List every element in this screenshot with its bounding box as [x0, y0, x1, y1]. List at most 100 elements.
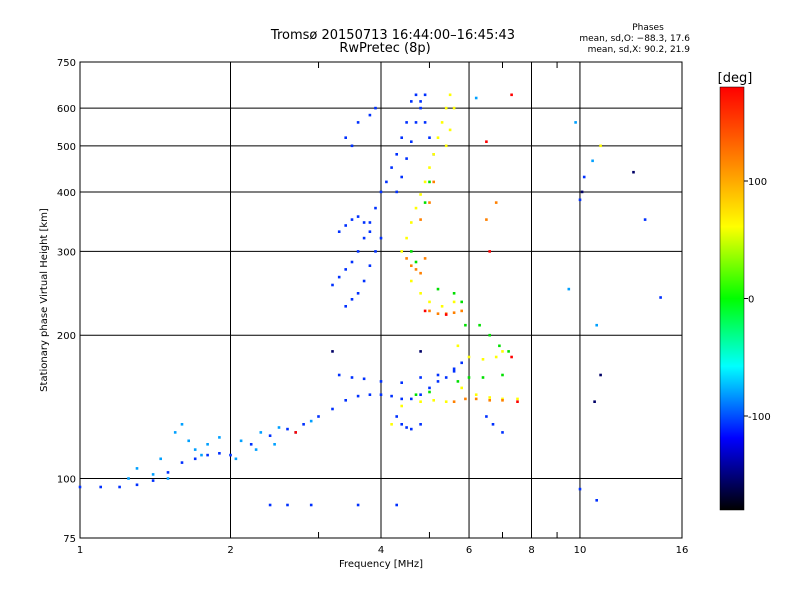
data-point	[419, 100, 422, 103]
data-point	[452, 311, 456, 314]
data-point	[428, 166, 431, 169]
data-point	[436, 373, 440, 377]
data-point	[344, 136, 347, 139]
data-point	[374, 250, 377, 253]
data-point	[474, 393, 478, 396]
data-point	[595, 499, 598, 502]
data-point	[350, 298, 354, 301]
data-point	[501, 431, 504, 434]
data-point	[362, 236, 366, 240]
data-point	[395, 415, 398, 418]
data-point	[331, 350, 334, 353]
y-tick-label: 100	[57, 475, 76, 486]
x-tick-label: 10	[574, 545, 587, 556]
data-point	[400, 175, 403, 179]
data-point	[419, 376, 422, 379]
data-point	[344, 399, 347, 402]
data-point	[368, 393, 372, 396]
data-point	[452, 370, 456, 373]
data-point	[464, 323, 467, 327]
data-point	[456, 380, 460, 383]
data-point	[410, 427, 413, 431]
data-point	[507, 350, 510, 353]
data-point	[428, 309, 431, 313]
data-point	[436, 312, 440, 315]
colorbar-tick-label: 100	[748, 177, 767, 188]
data-point	[419, 292, 422, 295]
data-point	[317, 415, 320, 418]
data-point	[294, 431, 297, 434]
data-point	[444, 313, 448, 316]
data-point	[395, 503, 398, 507]
data-point	[193, 448, 197, 451]
data-point	[390, 166, 393, 169]
data-point	[410, 279, 413, 283]
data-point	[337, 275, 341, 279]
data-point	[344, 224, 347, 227]
y-tick-label: 200	[57, 331, 76, 342]
data-point	[582, 175, 586, 179]
data-point	[419, 218, 422, 221]
data-point	[118, 485, 121, 489]
data-point	[302, 423, 305, 426]
data-point	[643, 218, 647, 221]
data-point	[567, 287, 571, 291]
x-tick-label: 1	[77, 545, 83, 556]
y-tick-label: 600	[57, 104, 76, 115]
data-point	[448, 128, 452, 132]
x-tick-label: 2	[227, 545, 233, 556]
data-point	[405, 236, 408, 240]
data-point	[151, 479, 155, 482]
data-point	[423, 309, 427, 313]
data-point	[491, 423, 495, 426]
data-point	[488, 396, 491, 399]
data-point	[580, 190, 584, 194]
data-point	[419, 400, 422, 403]
data-point	[200, 453, 203, 457]
y-tick-labels: 75 100 200 300 400 500 600 750	[57, 58, 76, 545]
data-point	[423, 257, 427, 260]
data-point	[337, 230, 341, 233]
data-point	[410, 264, 413, 267]
data-point	[286, 427, 289, 431]
data-point	[229, 453, 232, 457]
data-point	[428, 300, 431, 304]
data-point	[385, 180, 388, 184]
data-point	[400, 381, 403, 384]
data-point	[173, 431, 177, 434]
data-point	[286, 503, 289, 507]
data-point	[405, 121, 408, 124]
data-point	[268, 503, 272, 507]
data-point	[344, 305, 347, 308]
data-point	[436, 136, 440, 139]
data-point	[460, 386, 463, 390]
data-point	[414, 206, 418, 210]
data-point	[599, 144, 602, 148]
data-point	[448, 93, 452, 97]
data-point	[485, 415, 488, 418]
grid-lines	[80, 62, 682, 538]
data-point	[368, 264, 372, 267]
stats-line-o: mean, sd,O: −88.3, 17.6	[579, 34, 690, 44]
data-point	[460, 361, 463, 365]
y-tick-label: 400	[57, 188, 76, 199]
x-tick-label: 6	[466, 545, 472, 556]
data-point	[331, 283, 334, 287]
data-point	[206, 453, 209, 457]
data-point	[460, 300, 463, 304]
x-tick-label: 16	[676, 545, 689, 556]
data-point	[474, 96, 478, 100]
y-tick-label: 500	[57, 142, 76, 153]
data-point	[595, 323, 598, 327]
data-point	[436, 287, 440, 291]
colorbar-tick-label: 0	[748, 295, 754, 306]
data-point	[135, 467, 139, 470]
data-point	[501, 350, 504, 353]
x-axis-label: Frequency [MHz]	[339, 559, 423, 570]
data-point	[187, 439, 190, 443]
colorbar-gradient	[719, 86, 745, 511]
data-point	[501, 397, 504, 401]
data-point	[516, 397, 519, 401]
data-point	[277, 426, 281, 429]
data-point	[599, 373, 602, 377]
